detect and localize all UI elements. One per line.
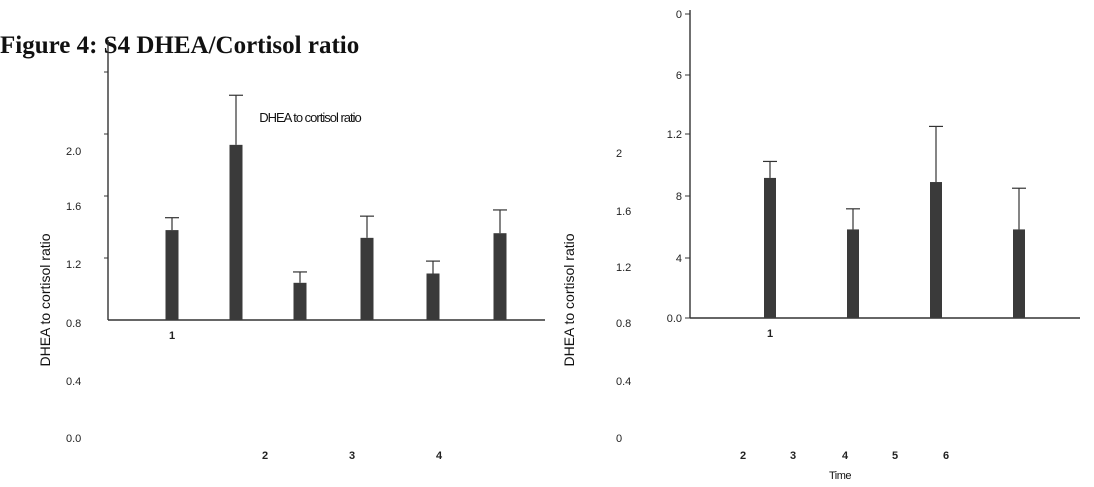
right-secondary-y-tick-label: 0.8 (616, 318, 631, 330)
right-secondary-x-label: 3 (790, 450, 796, 462)
left-secondary-x-label: 2 (262, 450, 268, 462)
right-y-tick-label: 4 (676, 253, 682, 265)
right-y-axis-title: DHEA to cortisol ratio (561, 233, 577, 366)
right-secondary-y-tick-label: 0.4 (616, 376, 631, 388)
right-y-tick-label: 0.0 (667, 313, 682, 325)
left-bar-6 (493, 233, 507, 320)
left-secondary-x-label: 3 (349, 450, 355, 462)
right-y-tick-label: 1.2 (667, 129, 682, 141)
right-secondary-y-tick-label: 2 (616, 148, 622, 160)
right-x-tick-label: 1 (767, 328, 773, 340)
right-secondary-y-tick-label: 0 (616, 433, 622, 445)
figure-title: Figure 4: S4 DHEA/Cortisol ratio (0, 32, 360, 59)
right-bar-1 (764, 177, 776, 318)
left-secondary-x-label: 4 (436, 450, 443, 462)
left-bar-2 (229, 144, 243, 320)
right-bar-4 (1013, 229, 1025, 318)
left-x-tick-label: 1 (169, 330, 175, 342)
left-y-tick-label: 1.6 (66, 201, 81, 213)
left-bar-5 (426, 273, 440, 320)
right-bar-chart: 0.0 4 8 1.2 6 0 0 0.4 0.8 1.2 1.6 2 1 2 3 4 5 6 Time DHEA t… (561, 9, 1080, 482)
right-secondary-x-label: 5 (892, 450, 898, 462)
right-secondary-y-tick-label: 1.6 (616, 206, 631, 218)
left-y-tick-label: 0.8 (66, 318, 81, 330)
left-bar-1 (165, 230, 179, 320)
right-secondary-y-tick-label: 1.2 (616, 262, 631, 274)
left-y-tick-label: 1.2 (66, 259, 81, 271)
left-chart-title: DHEA to cortisol ratio (259, 110, 361, 125)
right-y-tick-label: 6 (676, 70, 682, 82)
right-y-tick-label: 0 (676, 9, 682, 21)
right-secondary-x-label: 6 (943, 450, 949, 462)
left-bar-4 (360, 237, 374, 320)
left-bar-chart: 0.0 0.4 0.8 1.2 1.6 2.0 1 2 3 4 DHEA to cortisol r… (37, 40, 545, 462)
left-y-tick-label: 0.0 (66, 433, 81, 445)
left-y-axis-title: DHEA to cortisol ratio (37, 233, 53, 366)
right-secondary-x-label: 4 (842, 450, 849, 462)
left-y-tick-label: 2.0 (66, 146, 81, 158)
left-y-tick-label: 0.4 (66, 376, 81, 388)
right-secondary-x-label: 2 (740, 450, 746, 462)
right-x-axis-title: Time (829, 470, 851, 482)
right-y-tick-label: 8 (676, 191, 682, 203)
right-bar-3 (930, 182, 942, 318)
right-bar-2 (847, 229, 859, 318)
left-bar-3 (293, 282, 307, 320)
